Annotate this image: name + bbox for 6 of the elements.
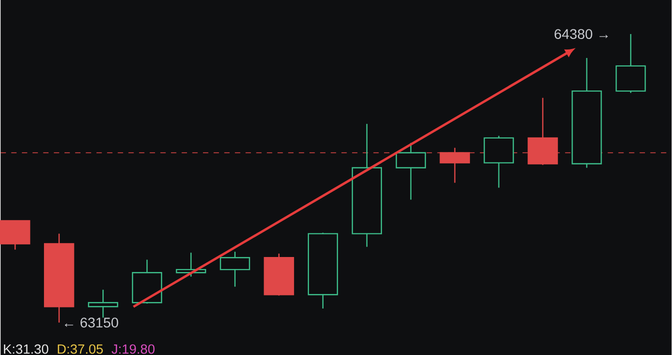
text: J:19.80 (112, 344, 155, 354)
annotation: ← 63150 (64, 317, 118, 328)
annotation: 64380 → (554, 28, 608, 39)
candlestick (88, 288, 118, 318)
text: K:31.30 (4, 344, 48, 354)
text: D:37.05 (58, 344, 103, 354)
